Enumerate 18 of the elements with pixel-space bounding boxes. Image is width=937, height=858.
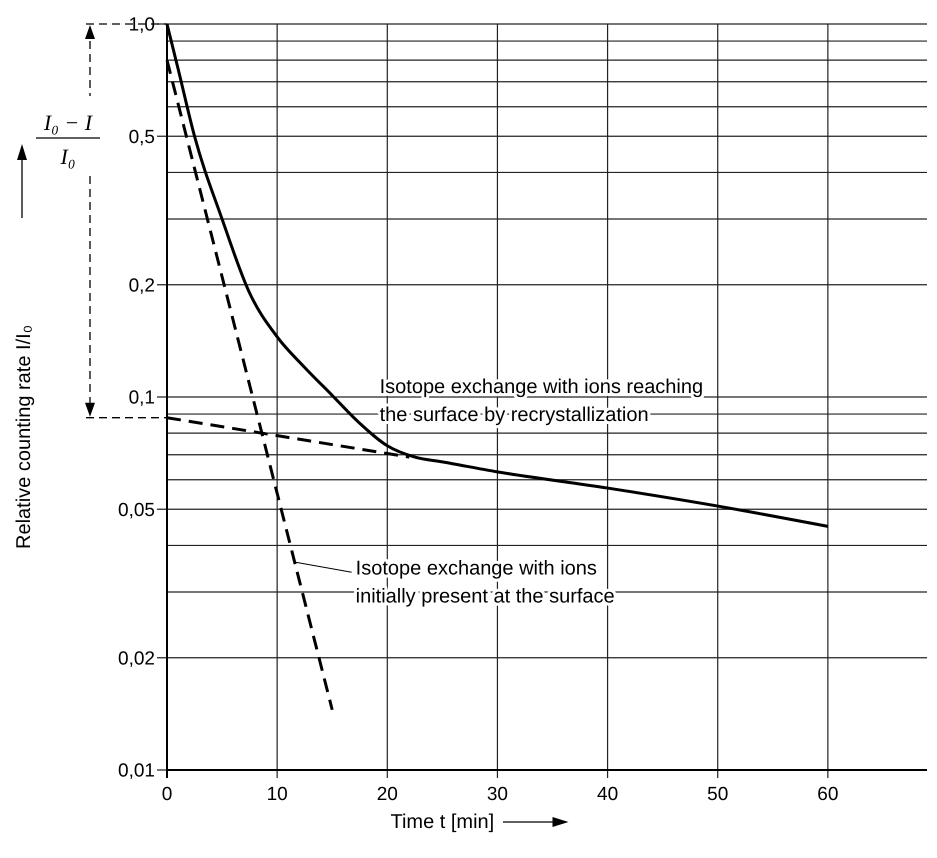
y-tick-label: 0,2: [128, 275, 155, 296]
y-tick-label: 0,02: [118, 648, 155, 670]
y-tick-label: 0,5: [128, 126, 155, 148]
y-axis-title: Relative counting rate I/I₀: [13, 325, 35, 549]
x-tick-label: 20: [376, 784, 398, 805]
x-tick-label: 30: [486, 784, 508, 805]
text: I₀: [60, 144, 76, 169]
x-tick-label: 10: [266, 784, 288, 805]
y-tick-label: 0,01: [118, 760, 155, 782]
text: I₀ − I: [42, 110, 94, 135]
x-axis-title: Time t [min]: [390, 811, 494, 833]
y-tick-label: 0,1: [128, 388, 155, 409]
y-tick-label: 0,05: [118, 500, 155, 521]
y-tick-label: 1,0: [128, 14, 155, 36]
x-tick-label: 0: [162, 784, 172, 805]
x-tick-label: 40: [597, 784, 618, 805]
x-tick-label: 50: [707, 784, 728, 805]
x-tick-label: 60: [817, 784, 838, 805]
